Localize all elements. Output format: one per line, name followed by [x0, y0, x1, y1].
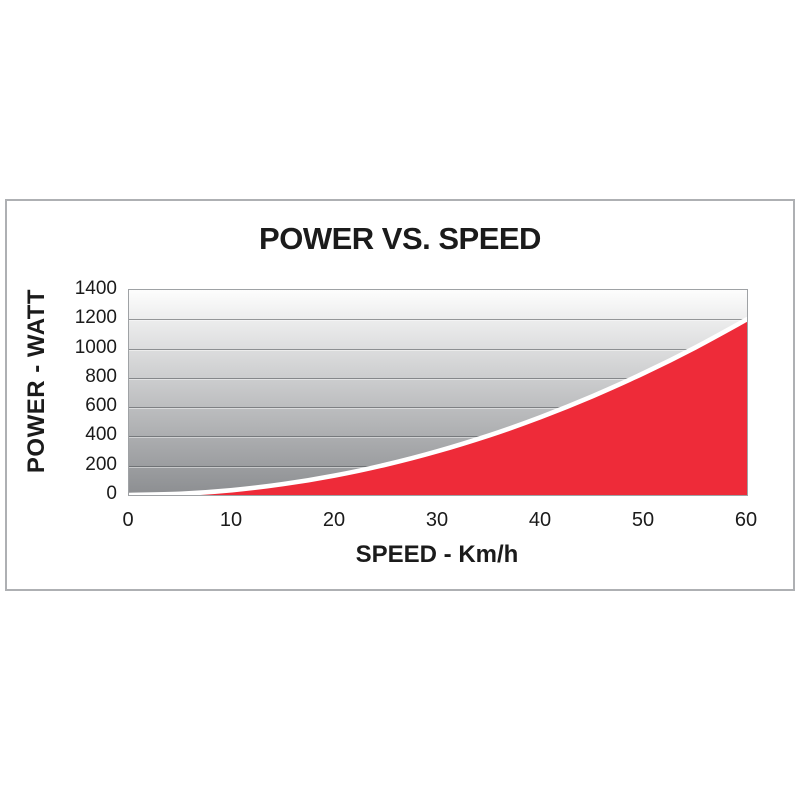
gridline-800 [129, 378, 747, 379]
y-tick-label-800: 800 [85, 365, 117, 387]
y-tick-label-200: 200 [85, 453, 117, 475]
x-axis-title: SPEED - Km/h [355, 541, 519, 568]
chart-card: POWER VS. SPEED POWER - WATT 0 200 400 600 8… [5, 199, 795, 591]
y-tick-label-400: 400 [85, 424, 117, 446]
gridline-highlight-400 [129, 437, 747, 438]
gridline-1000 [129, 349, 747, 350]
gridline-highlight-600 [129, 408, 747, 409]
x-tick-label-0: 0 [122, 509, 134, 531]
gridline-400 [129, 436, 747, 437]
gridline-highlight-800 [129, 379, 747, 380]
gridline-600 [129, 407, 747, 408]
y-tick-label-1000: 1000 [74, 336, 117, 358]
gridline-highlight-1000 [129, 350, 747, 351]
x-tick-label-50: 50 [631, 509, 655, 531]
gridline-1200 [129, 319, 747, 320]
y-tick-label-1400: 1400 [74, 278, 117, 299]
x-tick-label-40: 40 [528, 509, 552, 531]
power-curve-line [129, 317, 747, 495]
y-tick-label-0: 0 [106, 483, 117, 504]
x-tick-label-60: 60 [734, 509, 758, 531]
x-tick-label-20: 20 [322, 509, 346, 531]
chart-title: POWER VS. SPEED [259, 221, 541, 256]
gridline-highlight-1200 [129, 320, 747, 321]
x-tick-label-30: 30 [425, 509, 449, 531]
y-tick-label-600: 600 [85, 395, 117, 417]
x-tick-label-10: 10 [219, 509, 243, 531]
power-area-fill [129, 319, 747, 495]
plot-area [128, 289, 748, 496]
y-tick-label-1200: 1200 [74, 307, 117, 329]
power-curve-chart [129, 317, 747, 495]
